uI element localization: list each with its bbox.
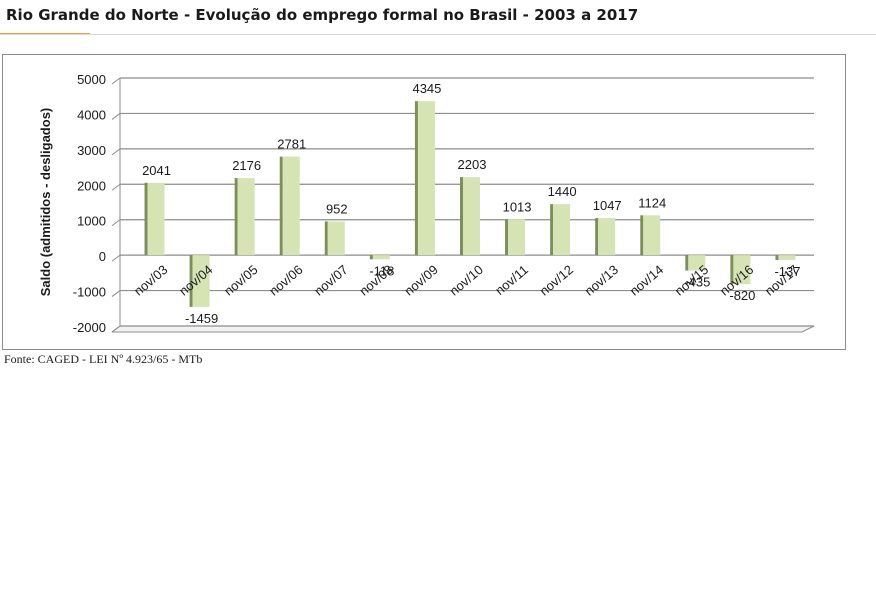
x-tick-label: nov/13 [582,262,622,299]
x-tick-label: nov/10 [446,262,486,299]
bar-shadow [595,218,599,256]
y-tick-label: 4000 [77,107,106,122]
data-label: -137 [774,264,800,279]
y-tick-label: -2000 [73,320,106,335]
y-axis-title: Saldo (admitidos - desligados) [38,108,53,297]
x-tick-label: nov/05 [221,262,261,299]
gridline-depth [111,148,121,156]
data-label: 1440 [548,184,577,199]
bar [733,255,751,285]
gridline-depth [111,254,121,262]
bar [417,101,435,256]
sheet-divider [0,34,876,35]
gridline-depth [111,290,121,297]
bar [778,255,796,260]
source-note: Fonte: CAGED - LEI Nº 4.923/65 - MTb [4,352,203,366]
bar-shadow [234,178,238,256]
y-tick-label: 3000 [77,143,106,158]
bar-shadow [550,204,554,256]
bar-shadow [324,221,328,256]
bar [508,219,526,256]
y-tick-label: 5000 [77,72,106,87]
bar [643,215,661,256]
bar-shadow [279,156,283,256]
bar [463,177,480,256]
bar [553,204,571,256]
gridline-depth [111,219,121,227]
data-label: -820 [729,288,755,303]
bar-chart: 5000 4000 3000 2000 1000 0 -1000 -2000 Saldo (ad… [38,72,815,335]
bar-shadow [189,255,193,307]
data-label: 4345 [412,81,441,96]
bar-shadow [414,101,418,256]
data-label: -435 [684,275,710,290]
x-tick-label: nov/03 [131,262,171,299]
bar-shadow [685,255,689,271]
bar-shadow [640,215,644,256]
x-tick-label: nov/12 [537,262,577,299]
bar [372,255,390,260]
data-label: 2176 [232,158,261,173]
bar [237,178,255,256]
bar [688,255,706,271]
data-label: 1047 [593,198,622,213]
y-tick-label: 0 [99,249,106,264]
data-label: 1124 [638,195,666,210]
bar [598,218,616,256]
bar-shadow [775,255,779,260]
gridline-depth [111,77,121,85]
x-tick-label: nov/09 [401,262,441,299]
bar [147,182,165,256]
bar-shadow [505,219,509,256]
y-tick-label: -1000 [73,285,106,300]
bar-shadow [144,182,148,256]
x-tick-label: nov/07 [311,262,351,299]
data-label: 952 [326,201,348,216]
gridline-depth [111,113,121,120]
chart-floor [111,325,815,333]
data-label: 1013 [503,199,532,214]
bar [282,156,300,256]
bar-shadow [369,255,373,260]
data-label: 2203 [458,157,487,172]
bar [327,221,345,256]
gridline-depth [111,183,121,191]
data-label: 2041 [142,163,171,178]
data-label: -118 [369,263,394,278]
y-tick-label: 1000 [77,214,106,229]
x-tick-label: nov/06 [266,262,306,299]
x-tick-label: nov/14 [627,262,667,299]
data-label: -1459 [185,311,218,326]
x-tick-label: nov/11 [492,262,531,298]
y-tick-label: 2000 [77,178,106,193]
bar [192,255,210,307]
data-label: 2781 [277,137,306,152]
bar-shadow [730,255,734,285]
chart-title: Rio Grande do Norte - Evolução do empreg… [6,6,639,24]
bar-shadow [460,177,463,256]
gridline-depth [111,325,121,333]
